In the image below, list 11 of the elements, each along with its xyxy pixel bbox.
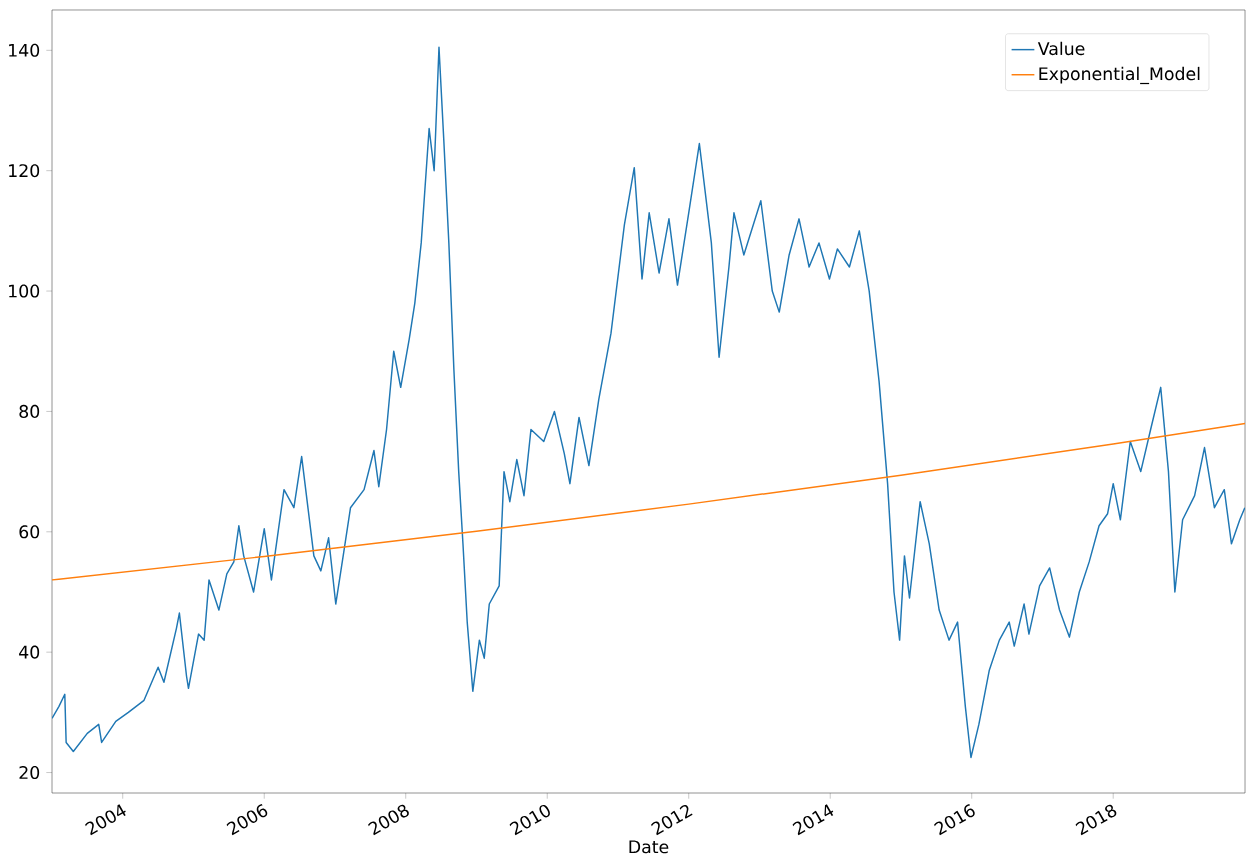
- legend-label: Value: [1037, 41, 1085, 56]
- line-series: [52, 422, 1246, 581]
- y-tick-label: 120: [9, 164, 40, 178]
- y-tick-label: 140: [9, 43, 40, 57]
- x-axis-title: Date: [629, 840, 669, 854]
- y-tick-label: 40: [19, 645, 40, 659]
- y-tick-label: 100: [9, 284, 40, 298]
- y-tick-label: 80: [19, 404, 40, 418]
- y-tick-label: 60: [19, 525, 40, 539]
- y-tick-label: 20: [19, 765, 40, 780]
- legend-label: Exponential_Model: [1039, 66, 1200, 85]
